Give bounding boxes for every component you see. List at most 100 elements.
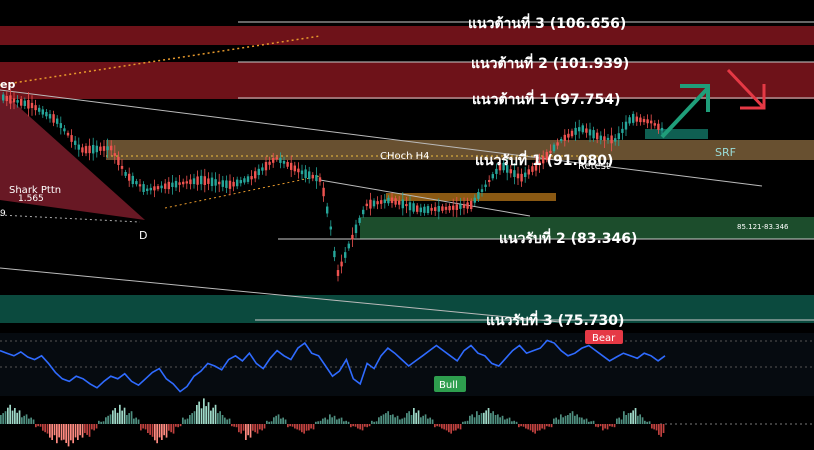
candle-body (441, 206, 444, 211)
histogram-bar (291, 424, 294, 427)
histogram-bar (459, 424, 462, 430)
histogram-bar (235, 424, 238, 428)
histogram-bar (233, 424, 235, 427)
candle-body (610, 135, 613, 144)
histogram-bar (518, 424, 520, 428)
histogram-bar (347, 421, 350, 424)
candle-body (466, 202, 469, 209)
histogram-bar (193, 411, 196, 424)
histogram-bar (53, 424, 56, 436)
bull-badge-label: Bull (439, 380, 458, 391)
histogram-bar (140, 424, 142, 431)
candle-body (59, 123, 62, 128)
histogram-bar (252, 424, 254, 431)
bear-badge-label: Bear (592, 333, 616, 344)
histogram-bar (620, 419, 623, 424)
histogram-bar (338, 418, 340, 424)
histogram-bar (343, 421, 345, 424)
candle-body (387, 197, 390, 204)
histogram-bar (567, 415, 569, 424)
dotted-line-top (0, 35, 321, 86)
candle-body (578, 127, 581, 132)
histogram-bar (189, 415, 191, 424)
histogram-bar (14, 408, 16, 424)
candle-body (113, 153, 116, 156)
candle-body (592, 130, 595, 139)
histogram-bar (378, 417, 380, 424)
candle-body (574, 127, 577, 135)
candle-body (333, 250, 336, 258)
histogram-bar (322, 418, 324, 424)
candle-body (606, 137, 610, 140)
candle-body (390, 197, 394, 203)
histogram-bar (511, 421, 513, 424)
histogram-bar (399, 419, 401, 424)
histogram-bar (434, 424, 436, 428)
candle-body (498, 162, 502, 171)
candle-body (156, 186, 160, 190)
candle-body (419, 207, 422, 213)
histogram-bar (128, 413, 130, 424)
histogram-bar (312, 424, 315, 430)
histogram-bar (557, 419, 560, 424)
candle-body (153, 186, 156, 191)
histogram-bar (0, 415, 2, 424)
histogram-bar (441, 424, 443, 429)
histogram-bar (655, 424, 658, 431)
histogram-bar (632, 410, 634, 424)
candle-body (275, 157, 278, 160)
histogram-bar (371, 420, 373, 424)
histogram-bar (485, 410, 487, 424)
histogram-bar (443, 424, 445, 430)
histogram-bar (310, 424, 312, 429)
histogram-bar (44, 424, 46, 433)
candle-body (444, 206, 448, 210)
histogram-bar (217, 413, 219, 424)
histogram-bar (212, 407, 214, 424)
histogram-bar (182, 417, 184, 424)
histogram-bar (653, 424, 655, 430)
candle-body (534, 161, 538, 171)
histogram-bar (515, 421, 518, 424)
histogram-bar (245, 424, 247, 440)
trendline-lower (0, 267, 561, 323)
candle-body (552, 144, 556, 152)
histogram-bar (424, 414, 427, 424)
candle-body (178, 182, 181, 185)
candle-body (624, 121, 628, 130)
histogram-bar (70, 424, 72, 441)
candle-body (221, 180, 224, 187)
histogram-bar (51, 424, 53, 440)
candle-body (99, 146, 102, 151)
candle-body (362, 209, 365, 215)
histogram-bar (277, 414, 280, 424)
histogram-bar (284, 419, 287, 424)
histogram-bar (301, 424, 303, 433)
candles (2, 89, 664, 282)
candle-body (135, 181, 138, 185)
histogram-bar (142, 424, 144, 429)
histogram-bar (287, 424, 289, 428)
candle-body (603, 136, 606, 141)
histogram-bar (238, 424, 240, 433)
pattern-ratio-label: 1.565 (18, 194, 44, 204)
histogram-bar (95, 424, 98, 429)
candle-body (434, 207, 437, 211)
candle-body (110, 145, 113, 151)
histogram-bar (651, 424, 653, 429)
histogram-bar (403, 417, 406, 424)
candle-body (376, 201, 379, 205)
candle-body (5, 95, 8, 102)
candle-body (279, 157, 282, 163)
histogram-bar (539, 424, 541, 431)
histogram-bar (298, 424, 301, 431)
histogram-bar (487, 408, 490, 424)
histogram-bar (37, 424, 39, 427)
candle-body (254, 171, 257, 179)
candle-body (599, 135, 602, 140)
candle-body (560, 138, 563, 142)
histogram-bar (599, 424, 602, 427)
candle-body (646, 119, 649, 124)
candle-body (635, 116, 638, 122)
histogram-bar (352, 424, 354, 427)
